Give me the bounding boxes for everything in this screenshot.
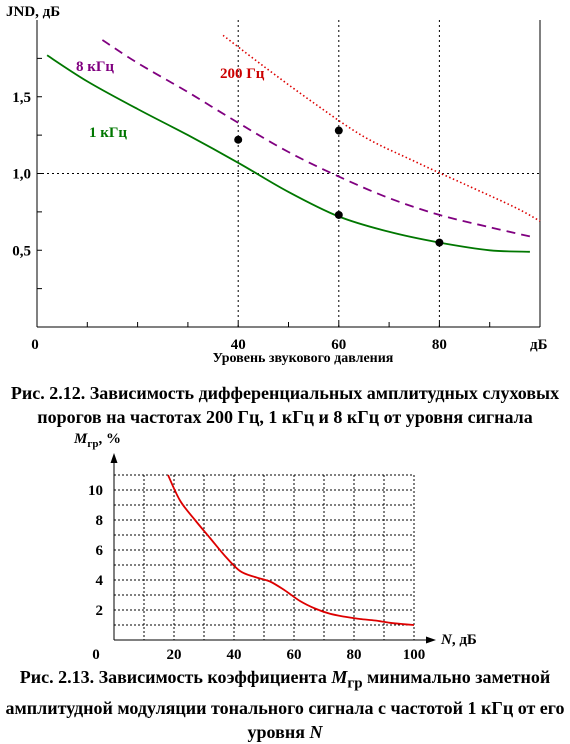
series-group [167, 474, 415, 626]
figure-caption-2-12: Рис. 2.12. Зависимость дифференциальных … [10, 383, 560, 427]
series-line-0 [222, 34, 541, 222]
axes [110, 453, 436, 644]
modulation-chart: 0 20 40 60 80 100 2 4 6 8 10 Mгр, % N, дБ [73, 431, 477, 663]
x-axis-label: Уровень звукового давления [213, 351, 394, 366]
y-tick-label: 6 [96, 543, 104, 559]
caption-subscript: гр [347, 675, 363, 692]
y-tick-label: 1,0 [12, 167, 31, 183]
figure-caption-2-13: Рис. 2.13. Зависимость коэффициента Mгр … [0, 665, 570, 744]
jnd-chart: JND, дБ дБ Уровень звукового давления 0 4… [6, 4, 548, 366]
legend-8khz: 8 кГц [76, 59, 114, 75]
x-tick-label: 40 [231, 337, 246, 353]
caption-symbol: M [331, 667, 348, 687]
data-point-marker [435, 238, 444, 247]
x-tick-label: 0 [31, 337, 39, 353]
y-tick-label: 1,5 [12, 90, 31, 106]
marker-group [234, 126, 444, 247]
series-group [46, 34, 541, 253]
caption-text: минимально заметной амплитудной модуляци… [5, 667, 565, 742]
legend-200hz: 200 Гц [220, 66, 265, 82]
x-tick-label: 0 [92, 647, 100, 663]
caption-text: Рис. 2.13. Зависимость коэффициента [19, 667, 332, 687]
y-tick-label: 2 [96, 603, 104, 619]
y-tick-label: 4 [96, 573, 104, 589]
y-tick-labels: 0,5 1,0 1,5 [12, 90, 31, 260]
x-tick-label: 80 [347, 647, 362, 663]
x-tick-label: 100 [403, 647, 426, 663]
x-axis-unit: дБ [530, 337, 548, 353]
series-line-2 [46, 54, 530, 253]
data-point-marker [334, 126, 343, 135]
legend-1khz: 1 кГц [89, 125, 127, 141]
grid-lines [114, 474, 415, 640]
x-tick-label: 40 [227, 647, 242, 663]
x-tick-label: 80 [432, 337, 447, 353]
y-tick-label: 10 [88, 483, 103, 499]
x-tick-label: 60 [331, 337, 346, 353]
x-tick-labels: 0 20 40 60 80 100 [92, 647, 425, 663]
y-tick-label: 8 [96, 513, 104, 529]
series-line-1 [101, 39, 531, 238]
y-axis-label: JND, дБ [6, 4, 60, 20]
x-tick-labels: 0 40 60 80 [31, 337, 447, 353]
series-line-0 [167, 474, 415, 626]
data-point-marker [334, 210, 343, 219]
axis-ticks [37, 57, 491, 327]
data-point-marker [234, 135, 243, 144]
x-tick-label: 20 [167, 647, 182, 663]
x-tick-label: 60 [287, 647, 302, 663]
y-tick-labels: 2 4 6 8 10 [88, 483, 104, 619]
y-tick-label: 0,5 [12, 243, 31, 259]
caption-symbol-n: N [309, 721, 323, 742]
x-axis-label: N, дБ [440, 632, 477, 648]
grid-lines [37, 20, 540, 327]
y-axis-label: Mгр, % [73, 431, 121, 450]
